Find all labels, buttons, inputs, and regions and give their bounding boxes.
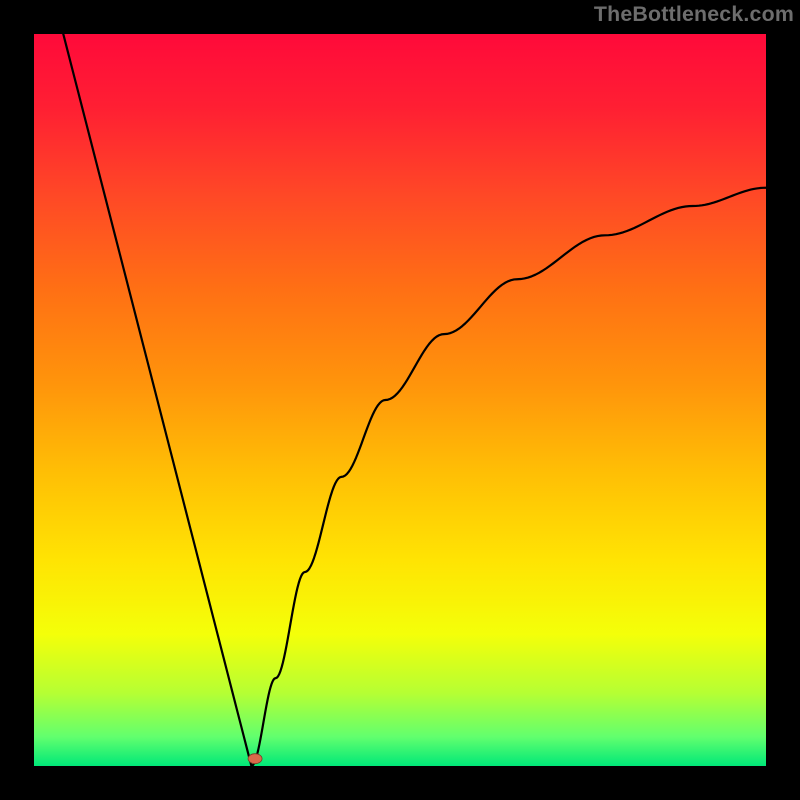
watermark-text: TheBottleneck.com: [594, 2, 794, 27]
optimal-point-marker: [248, 754, 262, 764]
plot-background: [34, 34, 766, 766]
chart-stage: TheBottleneck.com: [0, 0, 800, 800]
plot-svg: [34, 34, 766, 766]
plot-area: [34, 34, 766, 766]
